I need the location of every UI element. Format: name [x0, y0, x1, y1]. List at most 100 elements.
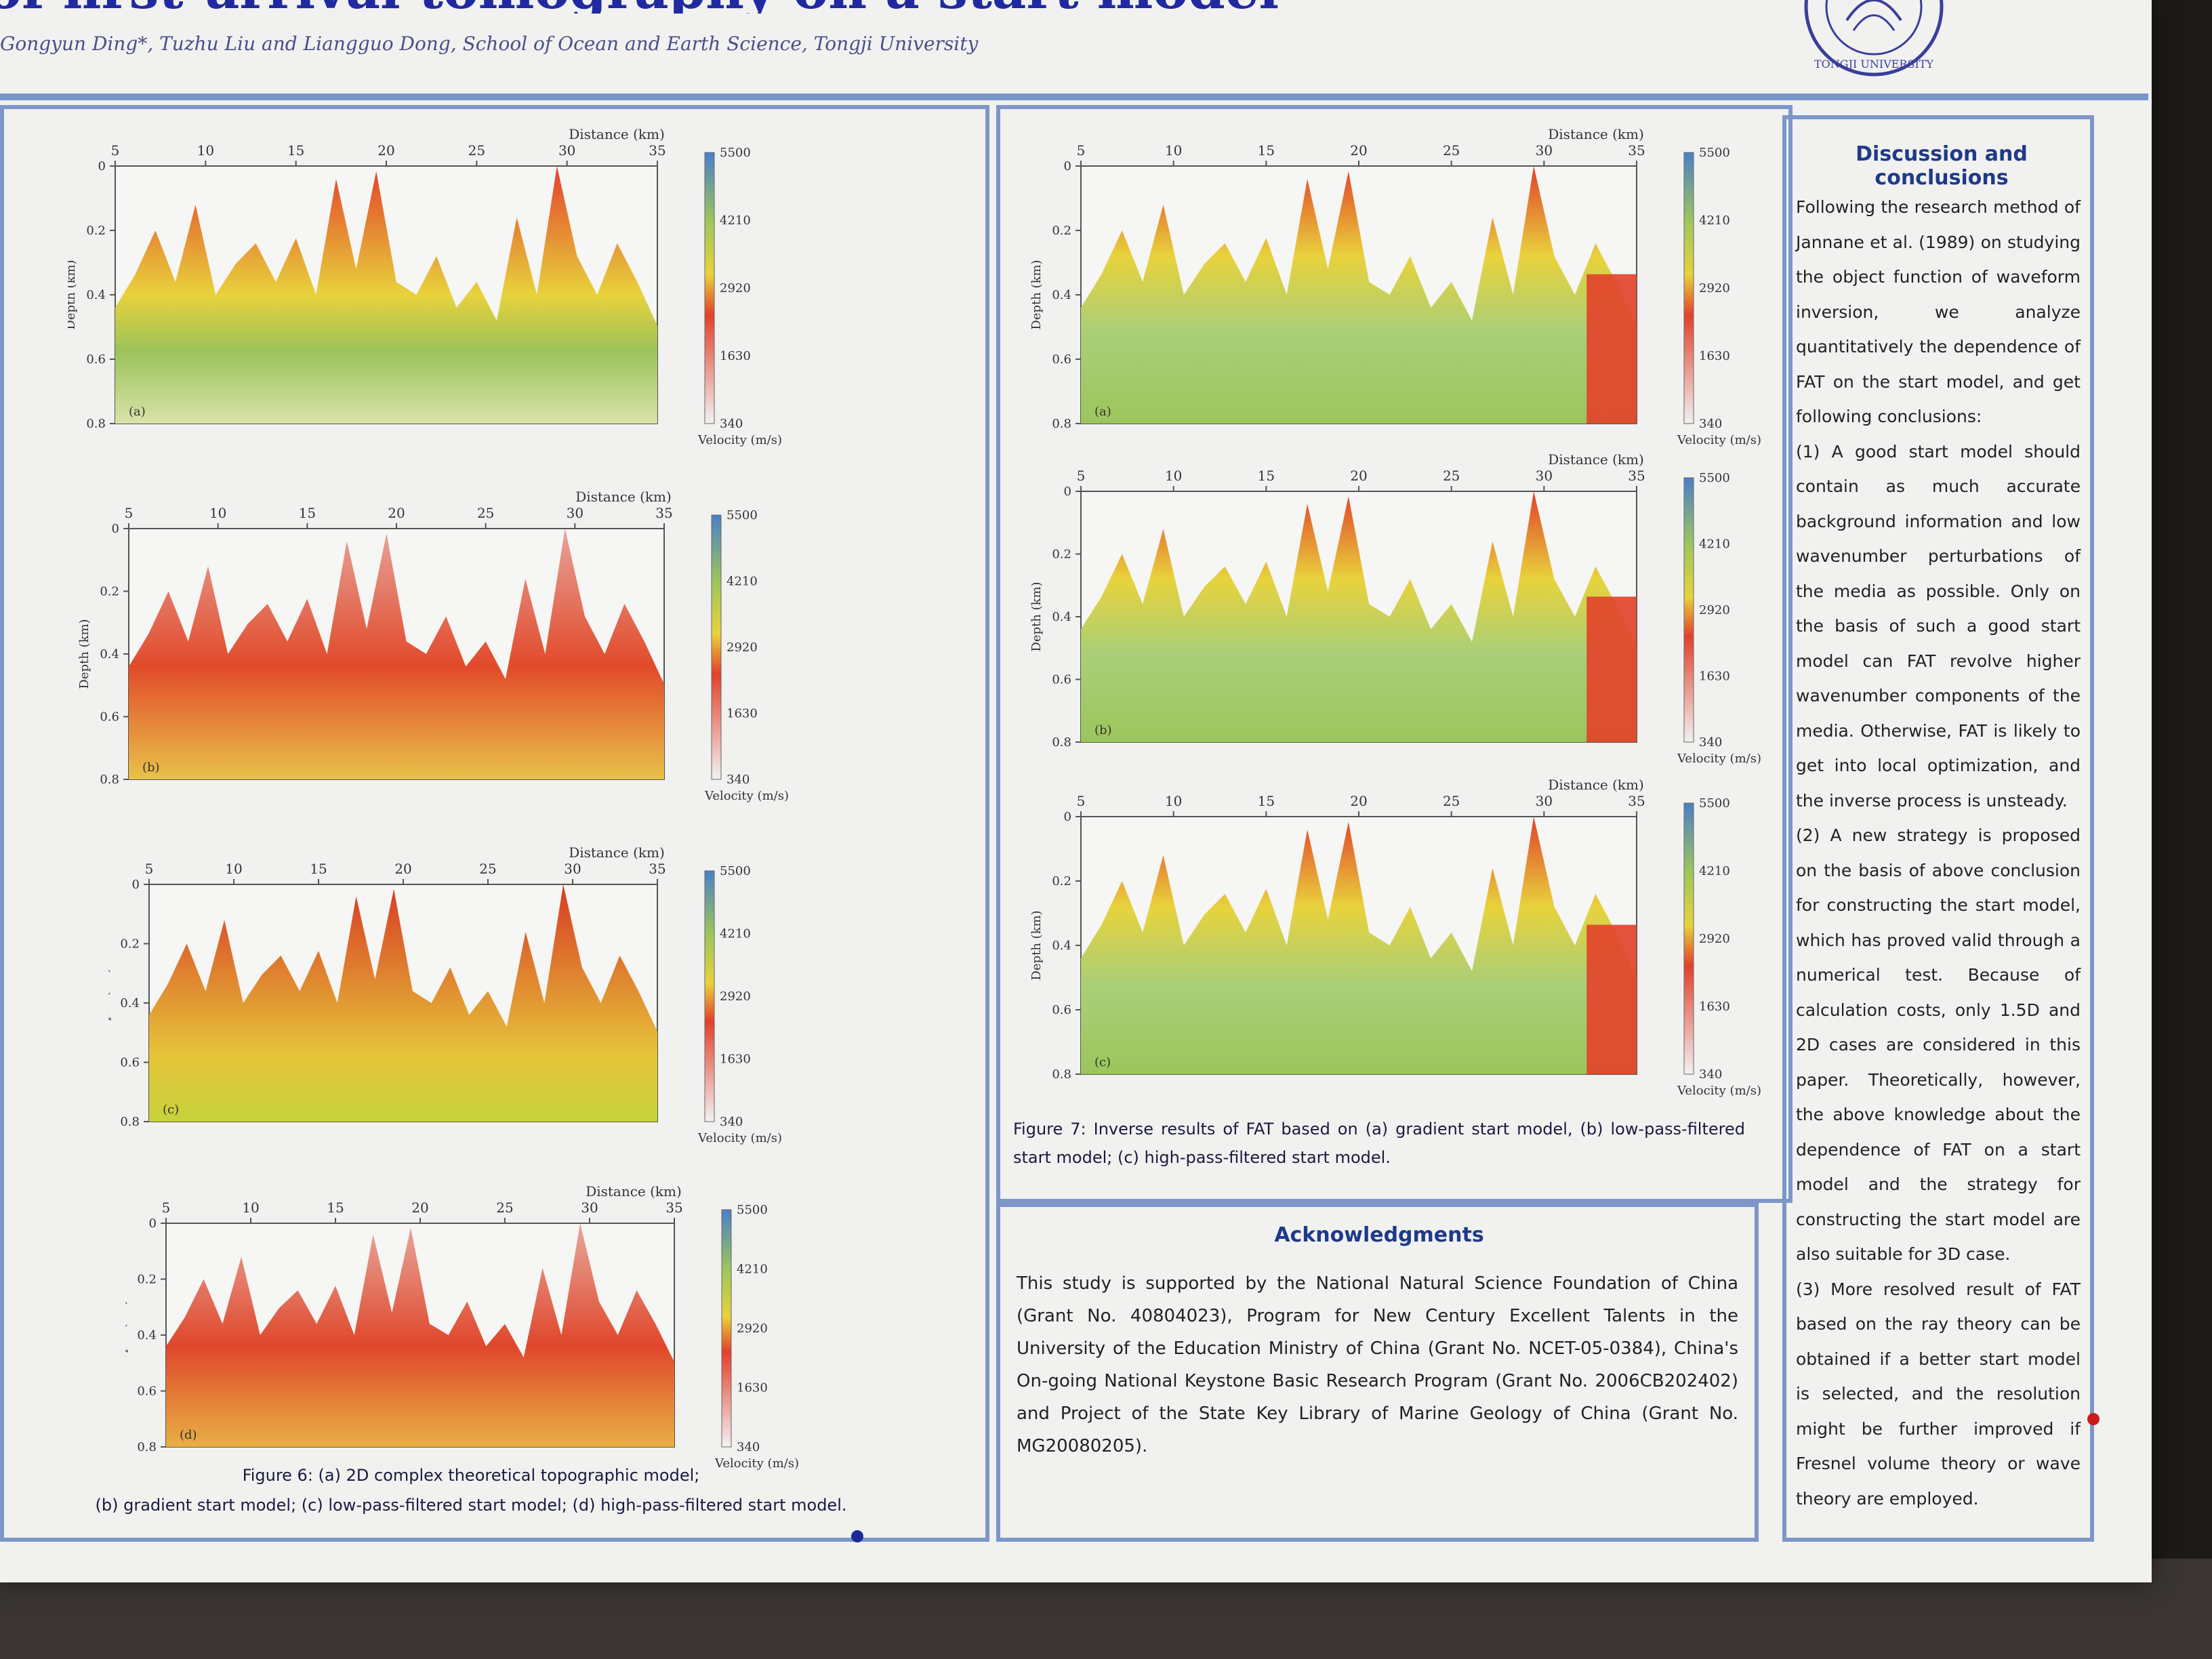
x-tick-label: 25 — [479, 861, 496, 877]
colorbar-tick-label: 4210 — [720, 927, 751, 941]
x-tick-label: 15 — [287, 142, 304, 159]
acknowledgments-text: This study is supported by the National … — [1017, 1273, 1738, 1456]
colorbar-tick-label: 1630 — [720, 1052, 751, 1067]
velocity-axis-label: Velocity (m/s) — [714, 1456, 799, 1471]
y-tick-label: 0.6 — [100, 710, 119, 724]
y-tick-label: 0.4 — [1052, 288, 1071, 302]
y-tick-label: 0 — [132, 878, 140, 892]
x-tick-label: 25 — [1443, 468, 1460, 484]
y-tick-label: 0.2 — [137, 1273, 157, 1287]
y-tick-label: 0.6 — [1052, 352, 1071, 367]
x-tick-label: 15 — [1258, 468, 1275, 484]
panel-label: (b) — [1094, 723, 1112, 737]
x-tick-label: 10 — [1165, 793, 1182, 809]
x-tick-label: 10 — [209, 505, 226, 521]
poster-authors: Gongyun Ding*, Tuzhu Liu and Liangguo Do… — [0, 33, 979, 55]
colorbar-tick-label: 4210 — [737, 1263, 768, 1277]
x-tick-label: 15 — [1258, 142, 1275, 159]
colorbar-tick-label: 340 — [737, 1440, 760, 1454]
distance-axis-label: Distance (km) — [569, 126, 665, 142]
colorbar-tick-label: 5500 — [720, 146, 751, 160]
discussion-text: Following the research method of Jannane… — [1796, 190, 2081, 1516]
panel-label: (a) — [129, 405, 146, 419]
x-tick-label: 20 — [377, 142, 394, 159]
x-tick-label: 20 — [411, 1200, 428, 1216]
colorbar-tick-label: 5500 — [1699, 146, 1730, 160]
panel-label: (c) — [163, 1103, 179, 1117]
distance-axis-label: Distance (km) — [1548, 126, 1644, 142]
x-tick-label: 35 — [1628, 142, 1645, 159]
x-tick-label: 10 — [197, 142, 214, 159]
x-tick-label: 25 — [1443, 793, 1460, 809]
velocity-axis-label: Velocity (m/s) — [1677, 1084, 1761, 1098]
depth-axis-label: Depth (km) — [1029, 260, 1044, 329]
x-tick-label: 30 — [564, 861, 581, 877]
colorbar-tick-label: 2920 — [720, 989, 751, 1004]
x-tick-label: 25 — [1443, 142, 1460, 159]
y-tick-label: 0.8 — [120, 1115, 140, 1129]
x-tick-label: 20 — [1350, 142, 1367, 159]
y-tick-label: 0.2 — [1052, 224, 1071, 238]
x-tick-label: 20 — [1350, 468, 1367, 484]
y-tick-label: 0.2 — [100, 585, 119, 599]
y-tick-label: 0 — [1064, 485, 1071, 499]
logo-text: TONGJI UNIVERSITY — [1814, 58, 1933, 70]
velocity-axis-label: Velocity (m/s) — [697, 1131, 782, 1145]
y-tick-label: 0.2 — [1052, 874, 1071, 888]
poster: of first-arrival tomography on a start m… — [0, 0, 2152, 1582]
x-tick-label: 5 — [111, 142, 120, 159]
x-tick-label: 15 — [1258, 793, 1275, 809]
discussion-title: Discussion and conclusions — [1856, 142, 2028, 190]
colorbar-tick-label: 4210 — [726, 575, 758, 589]
y-tick-label: 0.8 — [86, 417, 106, 431]
colorbar-tick-label: 2920 — [1699, 603, 1730, 617]
y-tick-label: 0.4 — [1052, 610, 1071, 624]
x-tick-label: 35 — [655, 505, 672, 521]
colorbar-tick-label: 4210 — [1699, 213, 1730, 228]
colorbar-tick-label: 340 — [720, 417, 743, 431]
y-tick-label: 0.6 — [1052, 673, 1071, 687]
y-tick-label: 0.6 — [120, 1056, 140, 1070]
discussion-point1: (1) A good start model should contain as… — [1796, 441, 2081, 811]
discussion-panel — [1782, 115, 2094, 1542]
figure6-caption-line1: Figure 6: (a) 2D complex theoretical top… — [242, 1466, 700, 1485]
colorbar-tick-label: 2920 — [1699, 932, 1730, 946]
x-tick-label: 20 — [394, 861, 411, 877]
colorbar-tick-label: 2920 — [1699, 281, 1730, 295]
y-tick-label: 0.8 — [1052, 735, 1071, 750]
y-tick-label: 0.4 — [120, 996, 140, 1010]
figure6-b: 5 10 15 20 25 30 35 Distance (km) 0 0.2 0.4 0.6 0.8 D… — [75, 481, 800, 806]
x-tick-label: 5 — [1077, 468, 1086, 484]
figure6-caption: Figure 6: (a) 2D complex theoretical top… — [81, 1460, 861, 1520]
x-tick-label: 25 — [477, 505, 494, 521]
colorbar-tick-label: 4210 — [1699, 537, 1730, 552]
y-tick-label: 0.8 — [1052, 417, 1071, 431]
figure7-caption: Figure 7: Inverse results of FAT based o… — [1013, 1120, 1745, 1167]
discussion-intro: Following the research method of Jannane… — [1796, 197, 2081, 426]
depth-axis-label: Depth (km) — [77, 619, 91, 689]
figure6-a: 5 10 15 20 25 30 35 Distance (km) 0 0.2 0.4 0.6 0.8 D… — [68, 119, 793, 451]
x-tick-label: 15 — [299, 505, 316, 521]
velocity-axis-label: Velocity (m/s) — [697, 433, 782, 447]
x-tick-label: 35 — [665, 1200, 682, 1216]
y-tick-label: 0.2 — [120, 937, 140, 951]
depth-axis-label: Depth (km) — [68, 260, 78, 329]
panel-label: (b) — [142, 760, 160, 775]
x-tick-label: 5 — [145, 861, 154, 877]
x-tick-label: 15 — [327, 1200, 344, 1216]
x-tick-label: 20 — [388, 505, 405, 521]
panel-label: (d) — [180, 1428, 197, 1442]
distance-axis-label: Distance (km) — [1548, 451, 1644, 468]
x-tick-label: 30 — [567, 505, 583, 521]
colorbar-tick-label: 1630 — [726, 707, 758, 721]
x-tick-label: 5 — [125, 505, 134, 521]
top-rule — [0, 94, 2148, 100]
colorbar-tick-label: 2920 — [737, 1322, 768, 1336]
red-pushpin — [2087, 1413, 2100, 1425]
y-tick-label: 0.2 — [86, 224, 106, 238]
depth-axis-label: Depth (km) — [1029, 910, 1044, 980]
